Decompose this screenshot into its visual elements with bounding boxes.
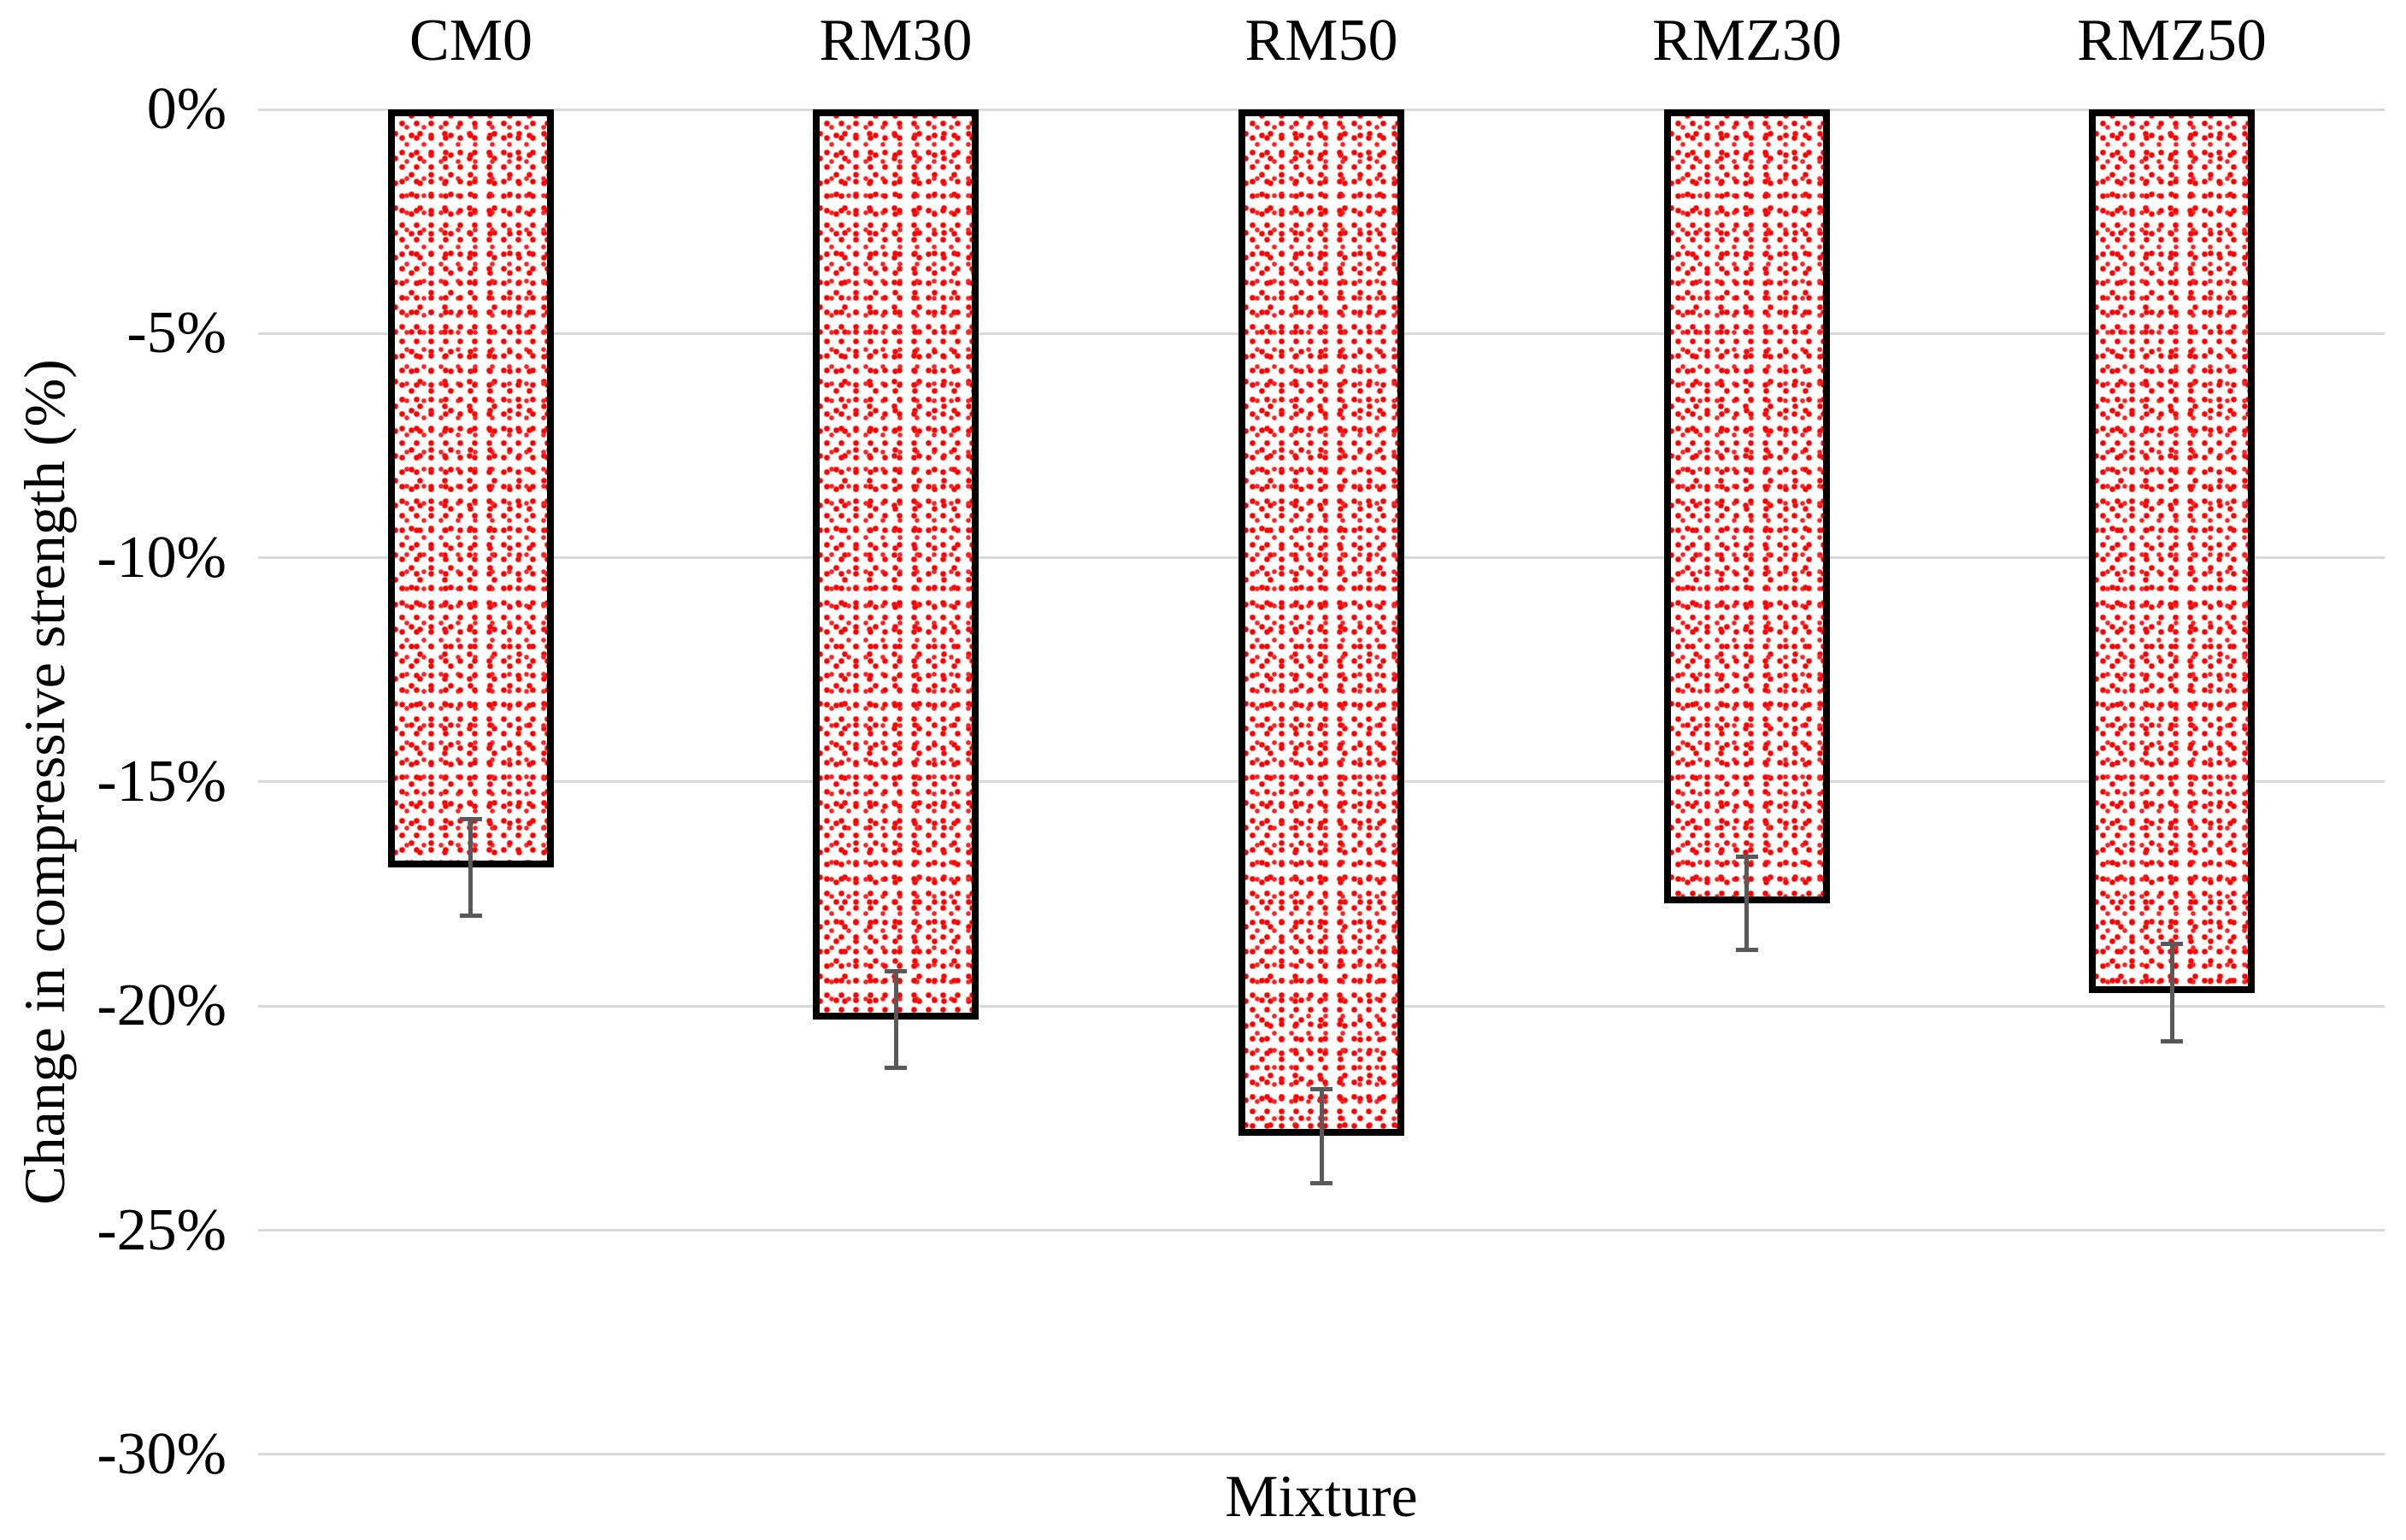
error-bar [2170,944,2174,1041]
error-bar-cap [460,914,482,918]
y-tick-label: -10% [97,525,226,591]
gridline [258,1229,2385,1231]
bar-rm50 [1238,109,1404,1136]
category-label: RM30 [819,8,973,73]
category-label: CM0 [409,8,532,73]
error-bar-cap [2161,942,2183,946]
category-label: RMZ50 [2077,8,2267,73]
category-label: RMZ30 [1652,8,1842,73]
error-bar-cap [1736,948,1758,952]
error-bar-cap [1736,855,1758,859]
category-label: RM50 [1244,8,1398,73]
error-bar [894,972,898,1067]
error-bar-cap [460,817,482,821]
error-bar [1320,1089,1324,1183]
bar-rmz50 [2089,109,2255,993]
y-tick-label: -15% [97,749,226,814]
error-bar-cap [885,969,907,973]
bar-rmz30 [1664,109,1830,903]
error-bar-cap [2161,1039,2183,1043]
error-bar-cap [1310,1087,1332,1091]
error-bar-cap [1310,1181,1332,1185]
error-bar [1744,856,1749,949]
y-tick-label: 0% [146,76,226,142]
bar-rm30 [813,109,979,1020]
y-tick-label: -20% [97,973,226,1038]
y-tick-label: -30% [97,1421,226,1487]
x-axis-title: Mixture [1225,1464,1418,1530]
y-tick-label: -25% [97,1197,226,1263]
gridline [258,1453,2385,1455]
error-bar [468,819,473,915]
bar-cm0 [388,109,554,867]
error-bar-cap [885,1066,907,1070]
y-tick-label: -5% [126,300,226,366]
